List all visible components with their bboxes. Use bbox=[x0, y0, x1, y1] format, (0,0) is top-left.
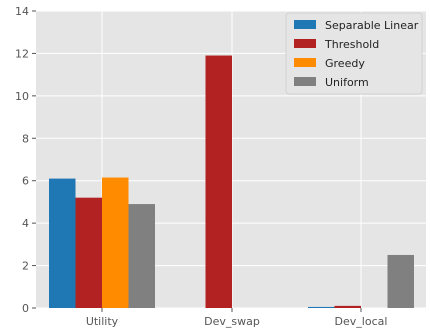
legend-item: Uniform bbox=[294, 76, 369, 89]
y-tick-label: 14 bbox=[15, 5, 29, 18]
x-tick-label: Dev_swap bbox=[204, 315, 260, 328]
legend-item: Separable Linear bbox=[294, 19, 419, 32]
x-tick-label: Dev_local bbox=[335, 315, 388, 328]
legend-label: Greedy bbox=[325, 57, 365, 70]
y-axis-ticks: 0 2 4 6 8 10 12 14 bbox=[15, 5, 36, 315]
x-axis-ticks: Utility Dev_swap Dev_local bbox=[86, 308, 388, 328]
bar bbox=[102, 177, 129, 308]
legend-label: Separable Linear bbox=[325, 19, 419, 32]
bar bbox=[387, 254, 414, 308]
legend-swatch bbox=[294, 39, 316, 48]
series-greedy bbox=[102, 177, 129, 308]
legend-item: Threshold bbox=[294, 38, 379, 51]
bar bbox=[308, 306, 335, 308]
x-tick-label: Utility bbox=[86, 315, 119, 328]
legend-swatch bbox=[294, 20, 316, 29]
y-tick-label: 2 bbox=[22, 260, 29, 273]
series-uniform bbox=[128, 204, 414, 308]
legend-box bbox=[285, 12, 423, 95]
legend-swatch bbox=[294, 77, 316, 86]
bar bbox=[49, 178, 76, 308]
y-tick-label: 8 bbox=[22, 132, 29, 145]
bar bbox=[128, 204, 155, 308]
bar bbox=[205, 55, 232, 308]
y-tick-label: 12 bbox=[15, 47, 29, 60]
series-threshold bbox=[75, 55, 361, 308]
series-separable-linear bbox=[49, 178, 335, 308]
legend-swatch bbox=[294, 58, 316, 67]
y-tick-label: 10 bbox=[15, 90, 29, 103]
legend-item: Greedy bbox=[294, 57, 365, 70]
legend: Separable Linear Threshold Greedy Uniform bbox=[285, 12, 423, 95]
legend-label: Uniform bbox=[325, 76, 369, 89]
y-tick-label: 6 bbox=[22, 175, 29, 188]
bar-series-group bbox=[49, 55, 414, 308]
y-tick-label: 4 bbox=[22, 217, 29, 230]
legend-label: Threshold bbox=[324, 38, 379, 51]
y-tick-label: 0 bbox=[22, 302, 29, 315]
bar bbox=[75, 197, 102, 308]
bar bbox=[334, 305, 361, 308]
